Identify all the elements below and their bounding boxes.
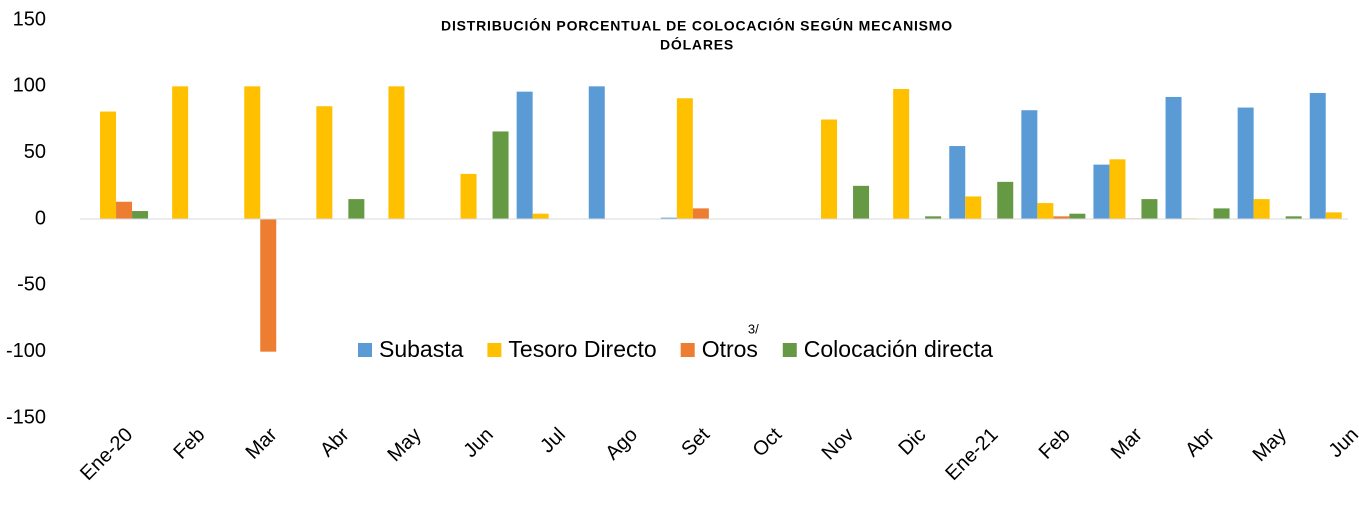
- y-tick-label: 100: [13, 75, 46, 97]
- bar: [132, 211, 149, 219]
- bar: [260, 219, 277, 352]
- x-tick-label: Ene-20: [76, 424, 137, 485]
- bar: [100, 111, 117, 219]
- legend-label: Tesoro Directo: [508, 336, 656, 362]
- x-tick-label: Abr: [316, 423, 354, 461]
- bar: [1309, 92, 1326, 219]
- bar: [1253, 199, 1270, 219]
- bar: [821, 119, 838, 219]
- x-tick-label: Oct: [749, 423, 787, 461]
- legend-swatch: [680, 343, 695, 357]
- bar: [1053, 216, 1070, 219]
- legend-swatch: [358, 343, 372, 357]
- x-tick-label: Jul: [536, 424, 570, 458]
- chart-subtitle: DÓLARES: [660, 36, 734, 53]
- x-tick-label: Ago: [601, 424, 642, 465]
- x-tick-label: Set: [677, 423, 714, 460]
- bar: [997, 181, 1014, 219]
- y-tick-label: 50: [24, 141, 46, 163]
- bar: [1069, 213, 1086, 219]
- legend-label: Colocación directa: [804, 336, 993, 362]
- bar: [116, 201, 133, 219]
- bar: [965, 196, 982, 219]
- x-tick-label: Jun: [1325, 424, 1359, 462]
- bar: [676, 98, 693, 219]
- bar: [316, 106, 333, 219]
- bar: [172, 86, 189, 219]
- bar: [1213, 208, 1230, 219]
- bar: [588, 86, 605, 219]
- bar: [516, 91, 533, 219]
- y-tick-label: 0: [35, 207, 46, 229]
- bar: [1325, 212, 1342, 219]
- x-tick-label: Ene-21: [941, 424, 1002, 485]
- legend-swatch: [782, 343, 797, 357]
- x-tick-label: Feb: [1035, 424, 1075, 464]
- y-tick-label: -50: [17, 274, 46, 296]
- legend-superscript: 3/: [748, 321, 759, 336]
- legend-label: Subasta: [379, 336, 464, 362]
- bar: [532, 213, 549, 219]
- x-tick-label: Mar: [1107, 423, 1147, 463]
- y-tick-label: -150: [6, 406, 46, 428]
- bar: [925, 216, 942, 219]
- y-tick-label: -100: [6, 340, 46, 362]
- x-tick-label: Jun: [459, 424, 497, 462]
- x-tick-label: Dic: [894, 424, 930, 460]
- x-tick-label: May: [1249, 424, 1291, 466]
- x-tick-label: Mar: [242, 423, 282, 463]
- legend-swatch: [487, 343, 502, 357]
- bar: [460, 173, 477, 219]
- bar: [1237, 107, 1254, 219]
- legend-label: Otros: [702, 336, 758, 362]
- bar: [1109, 159, 1126, 219]
- bar: [1165, 96, 1182, 219]
- x-tick-label: May: [383, 424, 425, 466]
- chart-title: DISTRIBUCIÓN PORCENTUAL DE COLOCACIÓN SE…: [441, 17, 953, 34]
- bar: [388, 86, 405, 219]
- bar: [1021, 110, 1038, 219]
- bar: [492, 131, 509, 219]
- bar: [660, 217, 677, 219]
- bar: [692, 208, 709, 219]
- bar: [853, 185, 870, 219]
- bar: [893, 88, 910, 219]
- bar: [1093, 164, 1110, 219]
- bar: [244, 86, 261, 219]
- y-tick-label: 150: [13, 8, 46, 30]
- x-tick-label: Abr: [1181, 423, 1219, 461]
- x-tick-label: Feb: [169, 424, 209, 464]
- bar: [1285, 216, 1302, 219]
- x-tick-label: Nov: [818, 424, 859, 465]
- bar: [1141, 199, 1158, 219]
- bar: [348, 199, 365, 219]
- bar: [1037, 203, 1054, 219]
- bar: [949, 146, 966, 219]
